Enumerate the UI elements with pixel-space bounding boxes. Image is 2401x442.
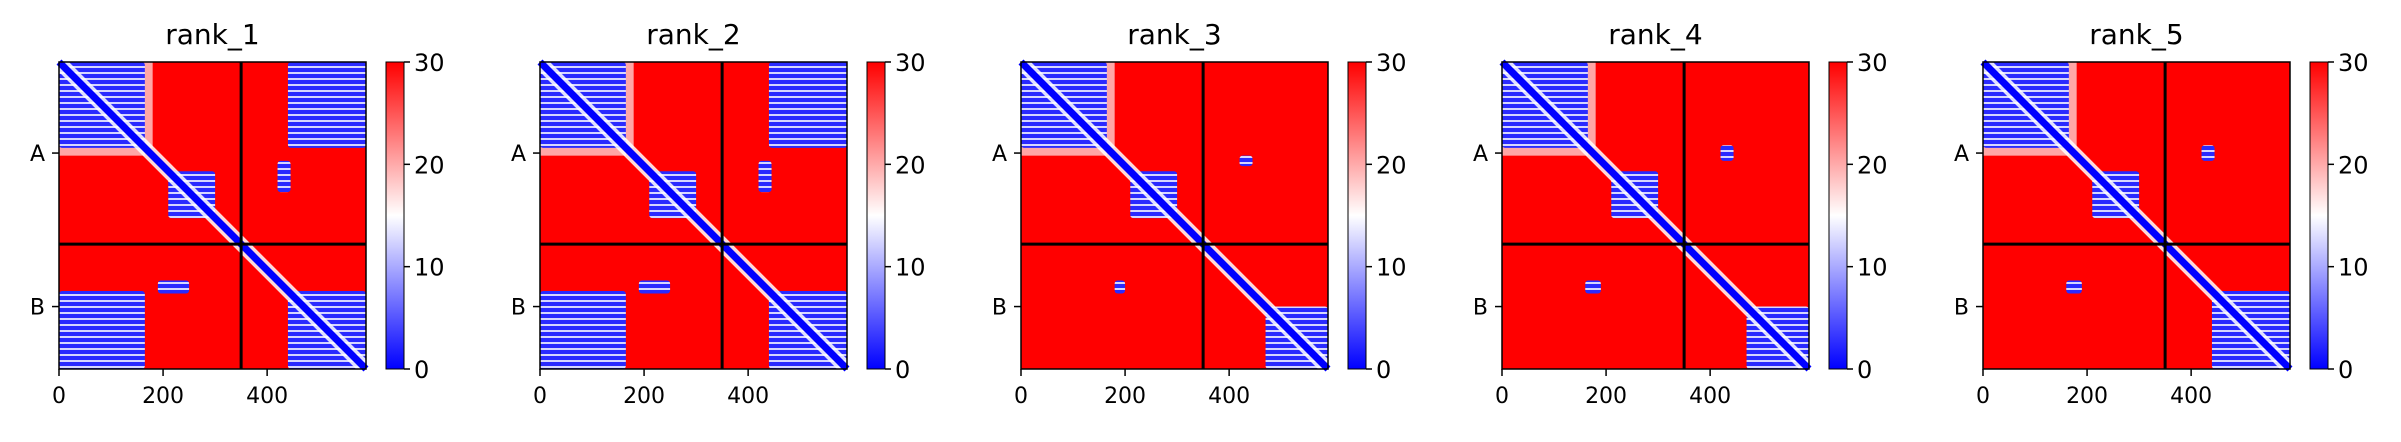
colorbar-tick-label: 0: [2338, 356, 2353, 384]
panel-title: rank_2: [646, 18, 740, 51]
low-error-block-4: [1239, 155, 1253, 167]
colorbar-tick-label: 20: [895, 151, 926, 179]
colorbar-tick-label: 20: [1857, 151, 1888, 179]
chain-label-A: A: [1473, 142, 1488, 167]
x-tick-label: 400: [1208, 384, 1250, 409]
low-error-block-4: [768, 62, 847, 148]
low-error-block-3: [59, 290, 145, 369]
colorbar: [866, 61, 886, 370]
x-tick-label: 400: [1689, 384, 1731, 409]
plot-frame: [1020, 61, 1329, 370]
low-error-block-6: [758, 160, 772, 193]
colorbar: [1347, 61, 1367, 370]
heatmap-panel-1: rank_1 0 200 400 A B 0 10 20 30: [30, 18, 445, 409]
plot-frame: [58, 61, 367, 370]
heatmap-panel-3: rank_3 0 200 400 A B 0 10 20 30: [992, 18, 1407, 409]
low-error-block-6: [277, 160, 291, 193]
colorbar-tick-label: 10: [895, 254, 926, 282]
low-error-block-5: [638, 280, 671, 294]
plot-frame: [539, 61, 848, 370]
low-error-block-4: [287, 62, 366, 148]
x-tick-label: 200: [2066, 384, 2108, 409]
plot-frame: [1501, 61, 1810, 370]
heatmap-panel-5: rank_5 0 200 400 A B 0 10 20 30: [1954, 18, 2369, 409]
colorbar-tick-label: 30: [414, 49, 445, 77]
chain-label-B: B: [511, 296, 526, 321]
x-tick-label: 400: [727, 384, 769, 409]
diagonal-band: [56, 59, 369, 372]
chain-label-A: A: [511, 142, 526, 167]
colorbar-tick-label: 10: [2338, 254, 2369, 282]
chain-label-A: A: [1954, 142, 1969, 167]
heatmap-panel-4: rank_4 0 200 400 A B 0 10 20 30: [1473, 18, 1888, 409]
colorbar-tick-label: 30: [2338, 49, 2369, 77]
x-tick-label: 200: [623, 384, 665, 409]
colorbar-tick-label: 10: [1376, 254, 1407, 282]
x-tick-label: 0: [1495, 384, 1509, 409]
x-tick-label: 0: [1976, 384, 1990, 409]
x-tick-label: 200: [142, 384, 184, 409]
diagonal-band: [1018, 59, 1331, 372]
low-error-block-4: [1720, 145, 1734, 161]
panel-title: rank_1: [165, 18, 259, 51]
low-error-block-3: [540, 290, 626, 369]
colorbar-tick-label: 0: [895, 356, 910, 384]
chain-label-A: A: [30, 142, 45, 167]
haze-band-1: [623, 62, 634, 148]
x-tick-label: 400: [246, 384, 288, 409]
haze-band-0: [1502, 145, 1588, 156]
low-error-block-5: [157, 280, 190, 294]
colorbar: [2309, 61, 2329, 370]
colorbar-tick-label: 0: [1857, 356, 1872, 384]
panel-title: rank_4: [1608, 18, 1702, 51]
x-tick-label: 200: [1104, 384, 1146, 409]
colorbar-tick-label: 10: [1857, 254, 1888, 282]
panel-title: rank_3: [1127, 18, 1221, 51]
chain-label-B: B: [992, 296, 1007, 321]
low-error-block-4: [2201, 145, 2215, 161]
diagonal-band: [1499, 59, 1812, 372]
x-tick-label: 400: [2170, 384, 2212, 409]
haze-band-0: [1983, 145, 2069, 156]
colorbar-tick-label: 30: [1376, 49, 1407, 77]
haze-band-0: [540, 145, 626, 156]
x-tick-label: 200: [1585, 384, 1627, 409]
plot-frame: [1982, 61, 2291, 370]
heatmap-panel-2: rank_2 0 200 400 A B 0 10 20 30: [511, 18, 926, 409]
haze-band-1: [1585, 62, 1596, 148]
colorbar-tick-label: 20: [1376, 151, 1407, 179]
colorbar-tick-label: 30: [895, 49, 926, 77]
diagonal-band: [1980, 59, 2293, 372]
x-tick-label: 0: [52, 384, 66, 409]
low-error-block-3: [1585, 280, 1601, 294]
diagonal-band: [537, 59, 850, 372]
colorbar-tick-label: 20: [2338, 151, 2369, 179]
colorbar-tick-label: 30: [1857, 49, 1888, 77]
colorbar-tick-label: 20: [414, 151, 445, 179]
panel-title: rank_5: [2089, 18, 2183, 51]
x-tick-label: 0: [533, 384, 547, 409]
haze-band-0: [59, 145, 145, 156]
chain-label-B: B: [1473, 296, 1488, 321]
low-error-block-3: [1114, 280, 1126, 294]
haze-band-1: [1104, 62, 1115, 148]
low-error-block-3: [2066, 280, 2082, 294]
colorbar-tick-label: 10: [414, 254, 445, 282]
chain-label-B: B: [1954, 296, 1969, 321]
colorbar-tick-label: 0: [414, 356, 429, 384]
chain-label-A: A: [992, 142, 1007, 167]
colorbar: [1828, 61, 1848, 370]
colorbar: [385, 61, 405, 370]
haze-band-0: [1021, 145, 1107, 156]
x-tick-label: 0: [1014, 384, 1028, 409]
haze-band-1: [142, 62, 153, 148]
chain-label-B: B: [30, 296, 45, 321]
haze-band-1: [2066, 62, 2077, 148]
colorbar-tick-label: 0: [1376, 356, 1391, 384]
